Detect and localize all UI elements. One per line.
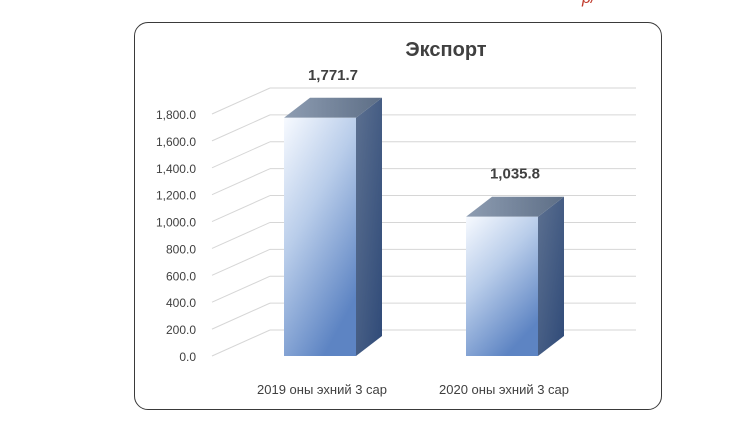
gridline-side <box>211 114 271 142</box>
y-tick-label: 1,400.0 <box>156 162 196 176</box>
gridline-side <box>211 302 271 330</box>
bar-front-face <box>466 216 538 356</box>
page-fragment-text: р/ <box>582 0 595 8</box>
bar-1 <box>284 97 382 356</box>
y-tick-label: 1,000.0 <box>156 216 196 230</box>
y-tick-label: 800.0 <box>166 242 196 256</box>
bar-top-face <box>466 196 564 217</box>
y-tick-label: 1,200.0 <box>156 189 196 203</box>
x-category-label: 2020 оны эхний 3 сар <box>439 382 569 397</box>
gridline-side <box>211 248 271 276</box>
gridline-side <box>211 141 271 169</box>
chart-title: Экспорт <box>405 39 486 61</box>
bar-side-face <box>538 196 564 356</box>
y-tick-label: 200.0 <box>166 323 196 337</box>
y-tick-label: 600.0 <box>166 269 196 283</box>
bar-front-face <box>284 117 356 356</box>
x-category-label: 2019 оны эхний 3 сар <box>257 382 387 397</box>
gridline-side <box>211 329 271 357</box>
bar-top-face <box>284 97 382 118</box>
gridline-side <box>211 87 271 115</box>
chart-container <box>134 22 662 410</box>
gridline-side <box>211 221 271 249</box>
y-tick-label: 1,800.0 <box>156 108 196 122</box>
gridline-side <box>211 195 271 223</box>
bar-side-face <box>356 97 382 356</box>
y-tick-label: 400.0 <box>166 296 196 310</box>
data-label: 1,771.7 <box>308 67 358 84</box>
gridline-side <box>211 275 271 303</box>
gridline-side <box>211 168 271 196</box>
y-tick-label: 0.0 <box>179 350 196 364</box>
bar-2 <box>466 196 564 356</box>
y-tick-label: 1,600.0 <box>156 135 196 149</box>
data-label: 1,035.8 <box>490 166 540 183</box>
